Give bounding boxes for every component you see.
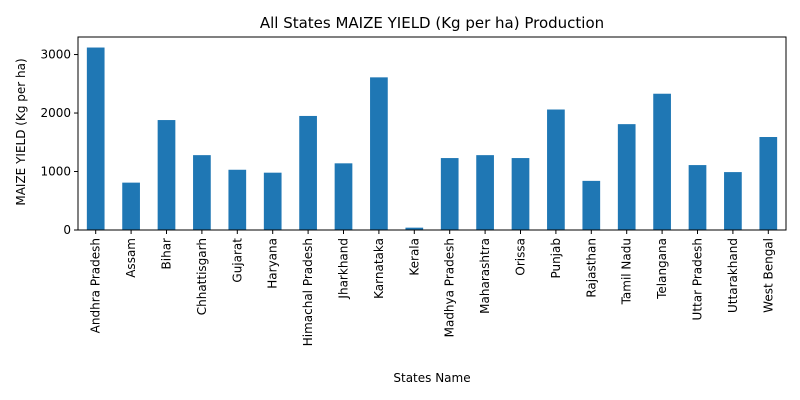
bar-assam xyxy=(122,182,140,230)
x-tick-label: Haryana xyxy=(266,238,280,289)
y-tick-label: 0 xyxy=(63,223,71,237)
bar-andhra-pradesh xyxy=(86,47,105,230)
bar-telangana xyxy=(653,93,671,230)
bar-maharashtra xyxy=(476,155,494,230)
bar-uttar-pradesh xyxy=(688,165,707,230)
bar-kerala xyxy=(405,227,424,230)
x-tick-label: Gujarat xyxy=(230,238,244,283)
bar-orissa xyxy=(511,158,530,230)
bar-haryana xyxy=(263,172,282,230)
x-tick-label: Uttar Pradesh xyxy=(691,238,705,320)
y-tick-label: 2000 xyxy=(40,106,71,120)
bar-jharkhand xyxy=(334,163,353,230)
x-tick-label: Jharkhand xyxy=(337,238,351,300)
y-tick-label: 1000 xyxy=(40,165,71,179)
x-tick-label: Madhya Pradesh xyxy=(443,238,457,337)
bar-bihar xyxy=(157,120,176,230)
bar-madhya-pradesh xyxy=(440,158,459,230)
x-tick-label: Tamil Nadu xyxy=(620,238,634,305)
bar-west-bengal xyxy=(759,137,778,230)
x-tick-label: Orissa xyxy=(514,238,528,276)
bar-gujarat xyxy=(228,169,247,230)
x-tick-label: Bihar xyxy=(160,238,174,270)
x-tick-label: Assam xyxy=(124,238,138,278)
y-axis-label: MAIZE YIELD (Kg per ha) xyxy=(14,58,28,205)
bar-punjab xyxy=(547,109,565,230)
x-tick-label: Andhra Pradesh xyxy=(89,238,103,333)
x-tick-label: Punjab xyxy=(549,238,563,279)
x-tick-label: Uttarakhand xyxy=(726,238,740,313)
x-tick-label: Kerala xyxy=(407,238,421,276)
bar-tamil-nadu xyxy=(617,124,636,230)
x-tick-label: Chhattisgarh xyxy=(195,238,209,315)
x-tick-label: West Bengal xyxy=(761,238,775,313)
bar-karnataka xyxy=(370,77,388,230)
x-tick-label: Rajasthan xyxy=(584,238,598,298)
x-tick-label: Maharashtra xyxy=(478,238,492,314)
x-tick-label: Himachal Pradesh xyxy=(301,238,315,346)
bar-himachal-pradesh xyxy=(299,115,317,230)
bar-chhattisgarh xyxy=(193,155,211,230)
chart-title: All States MAIZE YIELD (Kg per ha) Produ… xyxy=(260,14,604,32)
x-axis-label: States Name xyxy=(393,371,470,385)
axes-frame xyxy=(77,36,787,231)
x-tick-label: Karnataka xyxy=(372,238,386,299)
plot-area: 0 1000 2000 3000 Andhra Pradesh Assam Bihar Chh… xyxy=(40,36,787,346)
bar-uttarakhand xyxy=(724,172,742,230)
bar-rajasthan xyxy=(582,180,601,230)
x-tick-label: Telangana xyxy=(655,238,669,300)
y-tick-label: 3000 xyxy=(40,48,71,62)
